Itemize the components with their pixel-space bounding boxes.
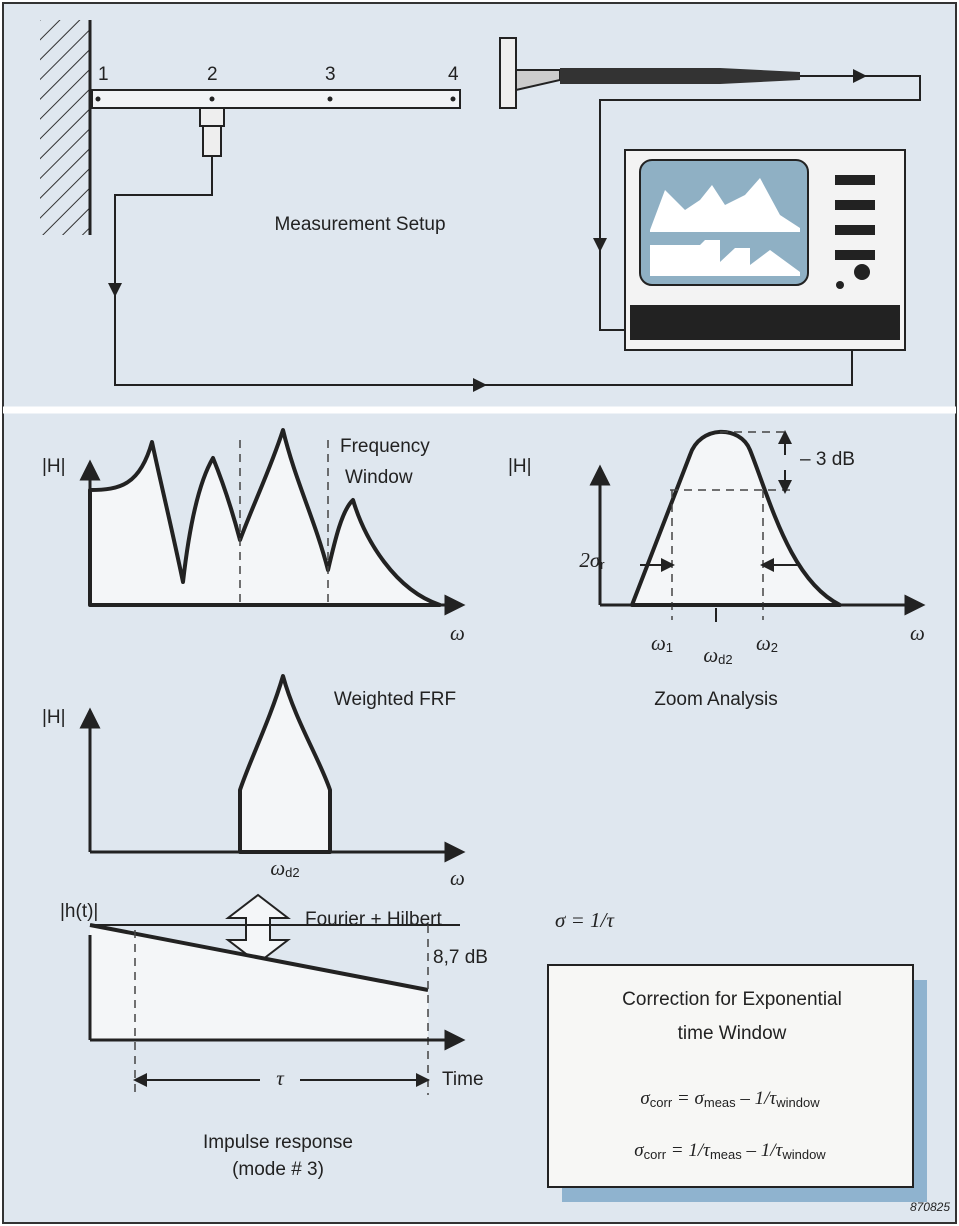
omega-label: ωd2 [270,856,299,881]
text-part: 2σ [579,548,602,572]
axis-label: ω [910,621,925,645]
impulse-chart: |h(t)| 8,7 dB τ Time Impulse response (m… [60,901,488,1180]
text-part: = σ [672,1088,704,1109]
correction-box: Correction for Exponential time Window σ… [547,964,927,1202]
caption: Weighted FRF [334,689,456,710]
omega-label: ω2 [756,631,778,656]
setup: 1 2 3 4 Measurement Setup [40,20,921,392]
sigma-equation: σ = 1/τ [555,908,615,932]
box-title: time Window [678,1023,787,1044]
formula: σcorr = 1/τmeas – 1/τwindow [634,1140,826,1162]
point-label: 3 [325,64,336,85]
subscript: corr [650,1095,673,1110]
text-part: ω [703,643,718,667]
caption: (mode # 3) [232,1159,324,1180]
sigma-label: 2σr [579,548,605,573]
figure-id: 870825 [910,1200,950,1214]
frf-chart: |H| ω Frequency Window [42,428,466,645]
axis-label: Time [442,1069,484,1090]
caption: Impulse response [203,1132,353,1153]
text-part: – 1/τ [742,1140,784,1161]
text-part: ω [270,856,285,880]
subscript: meas [704,1095,736,1110]
omega-label: ωd2 [703,643,732,668]
text-part: ω [651,631,666,655]
subscript: d2 [285,865,299,880]
subscript: window [781,1147,826,1162]
point-label: 1 [98,64,109,85]
tau-label: τ [276,1066,285,1090]
caption: Zoom Analysis [654,689,778,710]
text-part: ω [756,631,771,655]
formula: σcorr = σmeas – 1/τwindow [640,1088,820,1110]
omega-label: ω1 [651,631,673,656]
subscript: corr [644,1147,667,1162]
zoom-chart: |H| ω – 3 dB 2σr ω1 ωd2 ω2 Zoom Analysis [508,429,926,710]
axis-label: |H| [42,456,66,477]
axis-label: ω [450,621,465,645]
weighted-chart: |H| ω ωd2 Weighted FRF [42,674,466,890]
subscript: meas [710,1147,742,1162]
transform-label: Fourier + Hilbert [305,909,442,930]
box-title: Correction for Exponential [622,989,842,1010]
subscript: window [775,1095,820,1110]
db-label: 8,7 dB [433,947,488,968]
text-part: = 1/τ [666,1140,711,1161]
text-part: σ [640,1088,650,1109]
subscript: 2 [771,640,778,655]
point-label: 2 [207,64,218,85]
subscript: 1 [666,640,673,655]
axis-label: |H| [42,707,66,728]
db-label: – 3 dB [800,449,855,470]
text-part: – 1/τ [736,1088,778,1109]
point-label: 4 [448,64,459,85]
subscript: d2 [718,652,732,667]
window-label: Window [345,467,413,488]
axis-label: |H| [508,456,532,477]
window-label: Frequency [340,436,430,457]
subscript: r [600,557,605,572]
axis-label: |h(t)| [60,901,98,922]
axis-label: ω [450,866,465,890]
text-part: σ [634,1140,644,1161]
setup-title: Measurement Setup [274,214,445,235]
